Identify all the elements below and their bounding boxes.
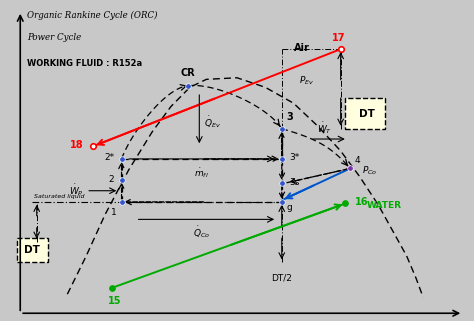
Text: 17: 17 [331,33,345,43]
Text: Organic Rankine Cycle (ORC): Organic Rankine Cycle (ORC) [27,11,158,20]
Text: Air: Air [294,42,310,53]
Text: 2: 2 [109,175,115,184]
FancyBboxPatch shape [346,99,385,129]
Text: 3: 3 [286,112,293,122]
Text: DT: DT [24,245,40,255]
Text: $\dot{Q}_{Co}$: $\dot{Q}_{Co}$ [193,224,210,240]
Text: $P_{Ev}$: $P_{Ev}$ [299,75,314,87]
Text: WATER: WATER [366,201,401,210]
Text: WORKING FLUID : R152a: WORKING FLUID : R152a [27,59,142,68]
Text: 3s: 3s [289,178,299,187]
Text: DT: DT [359,109,374,119]
Text: 4: 4 [355,156,360,165]
Text: Power Cycle: Power Cycle [27,33,82,42]
Text: 18: 18 [70,140,84,150]
Text: $\dot{W}_T$: $\dot{W}_T$ [317,120,332,136]
Text: g: g [286,204,292,213]
Text: $\dot{W}_P$: $\dot{W}_P$ [69,183,84,198]
Text: DT/2: DT/2 [271,273,292,282]
Text: CR: CR [180,68,195,78]
Text: Saturated liquid: Saturated liquid [35,194,85,199]
Text: 1: 1 [111,208,117,217]
Text: 3*: 3* [289,153,299,162]
Text: $\dot{m}_{fl}$: $\dot{m}_{fl}$ [194,167,209,180]
Text: $\dot{Q}_{Ev}$: $\dot{Q}_{Ev}$ [204,115,221,130]
Text: $P_{Co}$: $P_{Co}$ [362,165,377,177]
Text: 2*: 2* [104,153,115,162]
Text: 16: 16 [355,197,368,207]
Text: 15: 15 [108,296,121,306]
FancyBboxPatch shape [17,239,47,262]
